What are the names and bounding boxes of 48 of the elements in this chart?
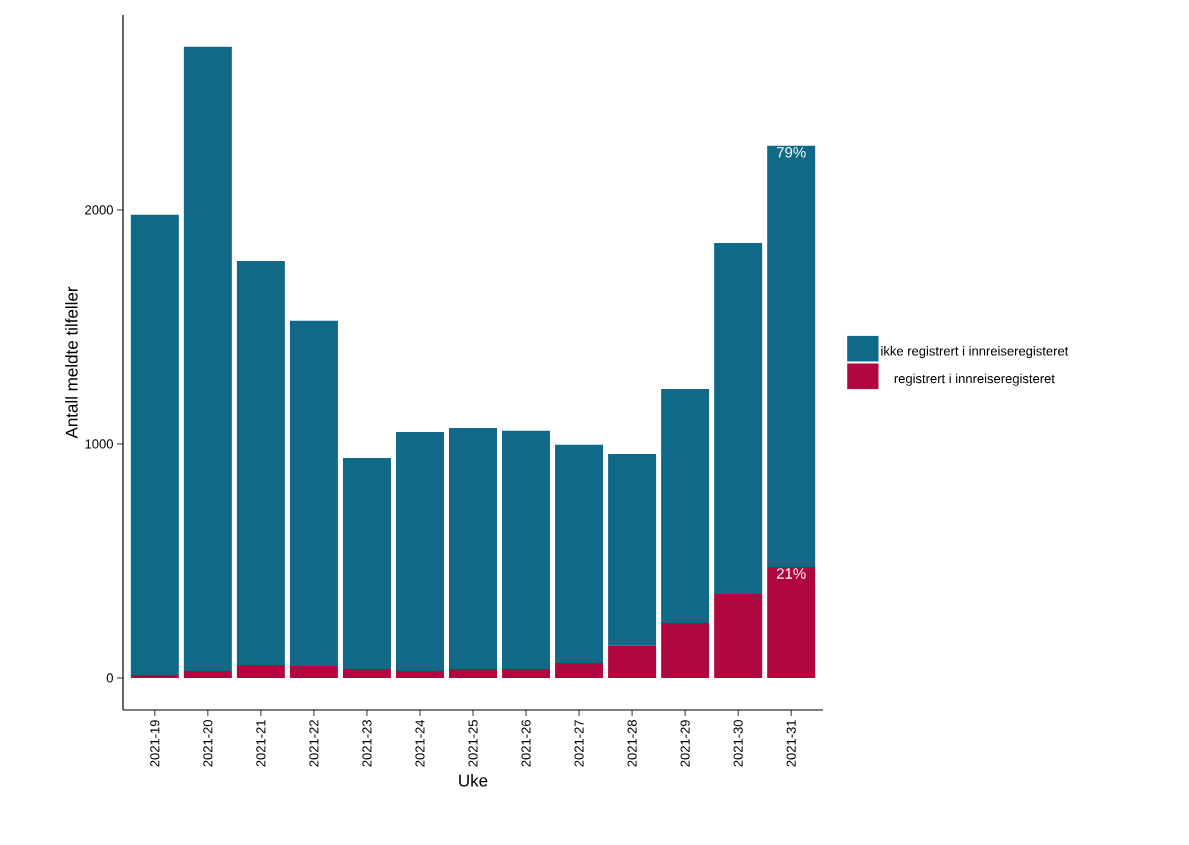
y-tick-label: 0 xyxy=(106,673,113,683)
x-tick-label: 2021-31 xyxy=(786,720,796,767)
bar xyxy=(289,665,338,678)
bar xyxy=(130,674,179,678)
bar xyxy=(661,388,710,623)
x-tick-label: 2021-22 xyxy=(309,720,319,767)
annotation: 21% xyxy=(776,568,806,579)
bar xyxy=(130,214,179,675)
bar xyxy=(608,645,657,678)
x-tick-label: 2021-27 xyxy=(574,720,584,767)
bar xyxy=(555,444,604,663)
bar xyxy=(289,320,338,666)
x-tick-label: 2021-26 xyxy=(521,720,531,767)
bar xyxy=(555,662,604,678)
bar xyxy=(342,457,391,670)
bar xyxy=(502,669,551,678)
bar xyxy=(661,622,710,678)
x-tick-label: 2021-20 xyxy=(203,720,213,767)
bar xyxy=(236,665,285,678)
bar xyxy=(767,567,816,678)
legend-label: ikke registrert i innreiseregisteret xyxy=(881,346,1069,359)
bar xyxy=(395,670,444,678)
bar xyxy=(342,669,391,678)
bar xyxy=(714,593,763,678)
y-tick-label: 1000 xyxy=(85,439,113,449)
bar xyxy=(449,669,498,678)
bar xyxy=(183,46,232,671)
annotation: 79% xyxy=(776,146,806,158)
x-tick-label: 2021-23 xyxy=(362,720,372,767)
bar xyxy=(183,670,232,678)
y-tick-label: 2000 xyxy=(85,205,113,215)
bar xyxy=(767,145,816,568)
bar xyxy=(608,453,657,646)
bar xyxy=(714,242,763,594)
x-axis-title: Uke xyxy=(459,774,488,787)
x-tick-label: 2021-29 xyxy=(680,720,690,767)
bar xyxy=(449,428,498,670)
legend-label: registrert i innreiseregisteret xyxy=(894,373,1055,386)
x-tick-label: 2021-28 xyxy=(627,720,637,767)
x-tick-label: 2021-21 xyxy=(256,720,266,767)
y-axis-title: Antall meldte tilfeller xyxy=(65,286,78,439)
bar xyxy=(395,431,444,671)
bar xyxy=(236,260,285,666)
bar xyxy=(502,430,551,670)
x-tick-label: 2021-19 xyxy=(150,720,160,767)
x-tick-label: 2021-24 xyxy=(415,719,425,767)
x-tick-label: 2021-25 xyxy=(468,720,478,767)
x-tick-label: 2021-30 xyxy=(733,720,743,767)
